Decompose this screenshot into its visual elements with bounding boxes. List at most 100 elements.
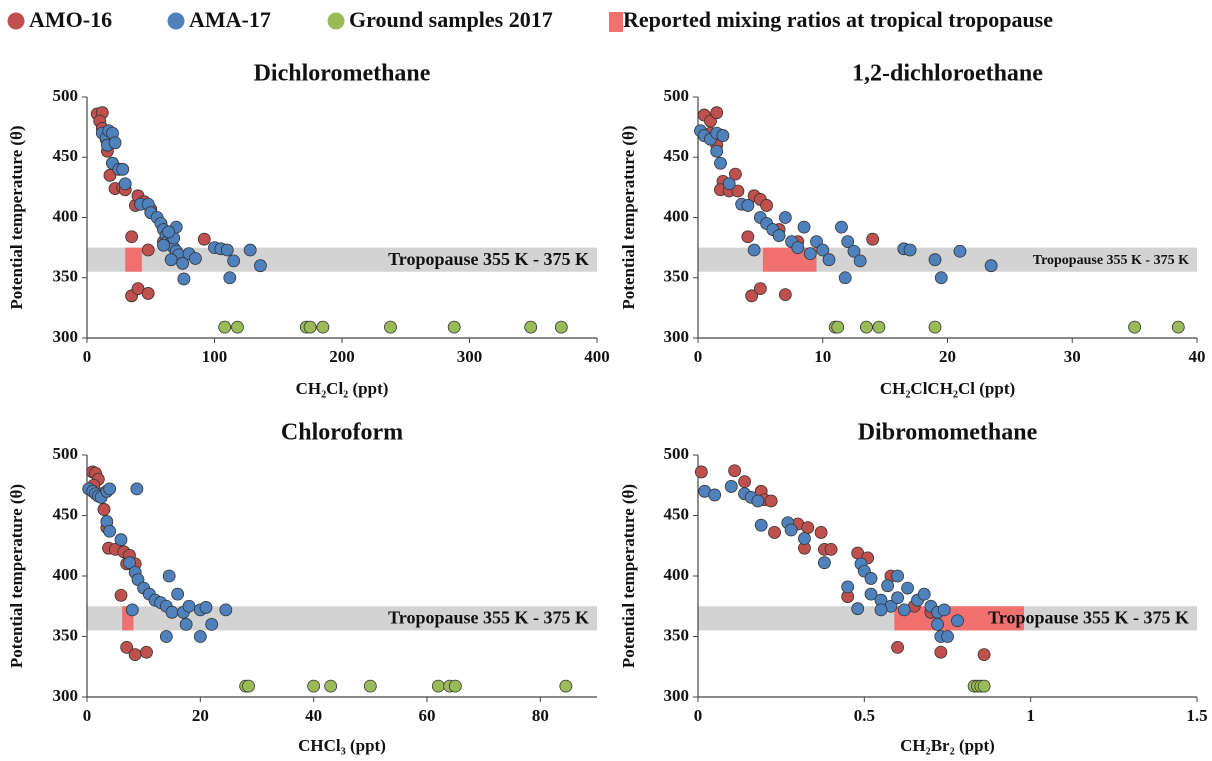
data-point — [791, 241, 805, 255]
data-point — [803, 247, 817, 261]
data-point — [881, 579, 895, 593]
y-tick-label: 350 — [53, 625, 79, 644]
data-point — [182, 599, 196, 613]
x-tick-label: 80 — [532, 706, 549, 725]
data-point — [384, 320, 397, 334]
data-point — [448, 679, 462, 693]
data-point — [118, 177, 132, 191]
data-point — [864, 572, 878, 585]
data-point — [977, 679, 991, 693]
data-point — [220, 243, 234, 257]
data-point — [760, 199, 774, 212]
data-point — [231, 320, 244, 334]
data-point — [937, 603, 951, 617]
data-point — [157, 238, 170, 252]
x-tick-label: 1.5 — [1186, 706, 1207, 725]
data-point — [253, 259, 267, 273]
data-point — [128, 648, 142, 662]
data-point — [941, 630, 954, 643]
data-point — [1171, 320, 1185, 334]
y-tick-label: 500 — [53, 86, 79, 105]
y-tick-label: 350 — [664, 625, 690, 644]
x-tick-label: 400 — [584, 347, 610, 366]
y-tick-label: 450 — [664, 504, 690, 523]
y-tick-label: 500 — [664, 86, 690, 105]
data-point — [114, 588, 128, 602]
data-point — [768, 526, 781, 539]
x-tick-label: 0 — [83, 706, 92, 725]
data-point — [860, 320, 873, 334]
data-point — [741, 230, 755, 244]
data-point — [784, 523, 798, 537]
y-tick-label: 350 — [53, 267, 79, 286]
data-point — [953, 244, 967, 258]
data-point — [176, 256, 190, 270]
data-point — [847, 244, 861, 258]
data-point — [851, 602, 865, 616]
x-tick-label: 1 — [1026, 706, 1035, 725]
data-point — [193, 630, 207, 643]
data-point — [891, 591, 904, 605]
reported-range — [125, 247, 142, 272]
data-point — [120, 640, 134, 654]
legend-label: AMA-17 — [189, 7, 271, 32]
data-point — [778, 211, 792, 224]
y-axis-label: Potential temperature (θ) — [7, 484, 26, 668]
legend-label: AMO-16 — [29, 7, 112, 32]
data-point — [125, 230, 139, 244]
data-point — [824, 542, 838, 556]
data-point — [853, 254, 867, 268]
data-point — [199, 601, 213, 614]
legend-marker — [326, 11, 346, 31]
data-point — [724, 480, 738, 493]
data-point — [738, 475, 751, 489]
data-point — [223, 271, 237, 285]
x-tick-label: 0.5 — [854, 706, 875, 725]
data-point — [798, 532, 811, 545]
y-tick-label: 400 — [664, 565, 690, 584]
legend-marker — [6, 11, 26, 31]
data-point — [554, 320, 568, 334]
data-point — [188, 252, 202, 265]
x-tick-label: 30 — [1064, 347, 1081, 366]
data-point — [103, 524, 117, 538]
y-tick-label: 350 — [664, 267, 690, 286]
data-point — [243, 243, 257, 257]
x-tick-label: 300 — [457, 347, 483, 366]
data-point — [722, 177, 736, 191]
data-point — [872, 320, 886, 334]
data-point — [130, 482, 144, 496]
data-point — [841, 235, 855, 249]
data-point — [171, 587, 185, 601]
chart-title: 1,2-dichloroethane — [852, 61, 1043, 87]
y-tick-label: 500 — [664, 444, 690, 463]
y-axis-label: Potential temperature (θ) — [7, 125, 26, 309]
data-point — [524, 320, 538, 334]
data-point — [934, 645, 948, 659]
x-axis-label: CH₂Cl₂ (ppt) — [296, 379, 389, 398]
x-tick-label: 0 — [694, 706, 703, 725]
data-point — [841, 580, 855, 594]
y-tick-label: 450 — [664, 146, 690, 165]
y-axis-label: Potential temperature (θ) — [619, 484, 638, 668]
data-point — [838, 271, 852, 285]
data-point — [218, 320, 232, 334]
legend-marker — [609, 12, 623, 32]
data-point — [324, 679, 338, 693]
data-point — [764, 494, 778, 508]
data-point — [363, 679, 377, 693]
data-point — [917, 587, 931, 601]
data-point — [931, 618, 944, 631]
x-tick-label: 20 — [939, 347, 956, 366]
reported-range — [122, 606, 134, 631]
data-point — [747, 243, 761, 257]
data-point — [928, 320, 942, 334]
chart-title: Dichloromethane — [254, 61, 431, 87]
data-point — [164, 253, 178, 267]
data-point — [97, 503, 111, 516]
data-point — [874, 603, 888, 617]
data-point — [816, 243, 830, 257]
data-point — [772, 229, 786, 242]
data-point — [745, 289, 759, 303]
data-point — [103, 168, 117, 182]
